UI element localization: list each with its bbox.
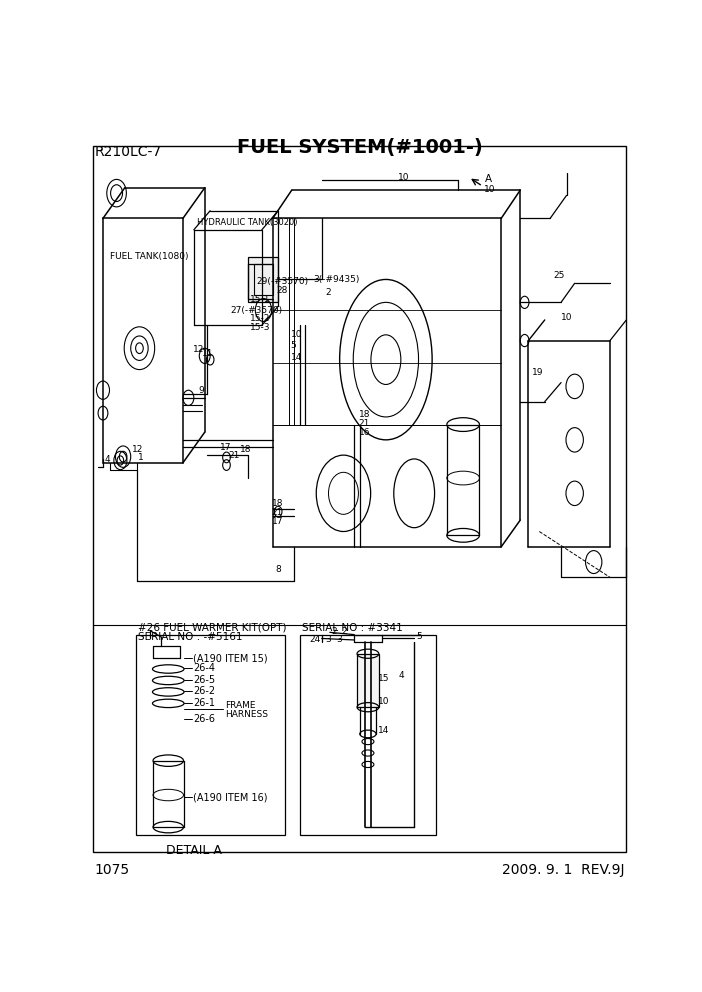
Text: 10: 10 <box>484 185 496 193</box>
Text: 29(-#3570): 29(-#3570) <box>256 277 309 287</box>
Text: #26 FUEL WARMER KIT(OPT): #26 FUEL WARMER KIT(OPT) <box>138 623 286 633</box>
Text: (A190 ITEM 16): (A190 ITEM 16) <box>193 793 267 803</box>
Text: 4: 4 <box>104 455 110 464</box>
Text: 26-4: 26-4 <box>193 664 215 674</box>
Text: SERIAL NO : #3341: SERIAL NO : #3341 <box>302 623 403 633</box>
Text: 14: 14 <box>378 725 390 735</box>
Text: 10: 10 <box>561 313 573 322</box>
Text: 21: 21 <box>272 508 283 517</box>
Text: 15-2: 15-2 <box>250 313 270 323</box>
Text: 1: 1 <box>138 453 144 462</box>
Text: 8: 8 <box>275 565 282 574</box>
Text: (A190 ITEM 15): (A190 ITEM 15) <box>193 654 267 664</box>
Text: HARNESS: HARNESS <box>225 709 268 718</box>
Text: 14: 14 <box>291 353 302 362</box>
Text: HYDRAULIC TANK(3020): HYDRAULIC TANK(3020) <box>197 217 297 226</box>
Text: 10: 10 <box>291 330 302 339</box>
Text: 27(-#3570): 27(-#3570) <box>230 306 282 314</box>
Text: 3: 3 <box>325 636 331 645</box>
Text: 18: 18 <box>359 410 370 420</box>
Text: 2009. 9. 1  REV.9J: 2009. 9. 1 REV.9J <box>502 863 625 877</box>
Text: 19: 19 <box>531 368 543 377</box>
Bar <box>135 635 285 834</box>
Text: 10: 10 <box>398 174 409 183</box>
Bar <box>357 654 379 707</box>
Text: 1075: 1075 <box>95 863 130 877</box>
Text: 2: 2 <box>326 288 331 297</box>
Text: 2: 2 <box>341 627 347 636</box>
Text: 4: 4 <box>399 671 404 680</box>
Text: FRAME: FRAME <box>225 701 256 710</box>
Text: FUEL TANK(1080): FUEL TANK(1080) <box>110 252 188 261</box>
Bar <box>249 257 278 303</box>
Text: 26-5: 26-5 <box>193 675 215 684</box>
Text: 16: 16 <box>359 429 370 437</box>
Text: 17: 17 <box>220 443 232 452</box>
Text: 2: 2 <box>331 627 337 636</box>
Text: 11: 11 <box>202 349 213 358</box>
Text: 21: 21 <box>359 420 370 429</box>
Text: 3: 3 <box>336 636 342 645</box>
Text: 26-6: 26-6 <box>193 713 215 723</box>
Text: SERIAL NO : -#5161: SERIAL NO : -#5161 <box>138 632 242 642</box>
Text: 26-2: 26-2 <box>193 686 215 696</box>
Text: 25: 25 <box>553 271 564 280</box>
Text: 3(-#9435): 3(-#9435) <box>314 275 360 284</box>
Text: 12: 12 <box>193 345 204 354</box>
Text: 15-1: 15-1 <box>250 295 270 304</box>
Text: 5: 5 <box>291 341 296 350</box>
Text: 24: 24 <box>309 636 320 645</box>
Bar <box>253 264 273 295</box>
Text: 26-1: 26-1 <box>193 697 215 707</box>
Text: 5: 5 <box>416 632 422 641</box>
Text: 18: 18 <box>240 444 251 453</box>
Text: 12: 12 <box>133 444 144 453</box>
Text: R210LC-7: R210LC-7 <box>95 145 162 159</box>
Text: 28: 28 <box>277 287 288 296</box>
Text: FUEL SYSTEM(#1001-): FUEL SYSTEM(#1001-) <box>237 138 483 157</box>
Text: 15: 15 <box>378 675 390 683</box>
Text: 9: 9 <box>198 386 204 395</box>
Text: 15-3: 15-3 <box>250 323 270 332</box>
Text: A: A <box>485 174 492 184</box>
Text: 17: 17 <box>272 517 283 526</box>
Text: DETAIL A: DETAIL A <box>166 843 222 856</box>
Text: 21: 21 <box>228 451 239 460</box>
Text: 10: 10 <box>378 696 390 705</box>
Text: 18: 18 <box>272 499 283 508</box>
Bar <box>300 635 436 834</box>
